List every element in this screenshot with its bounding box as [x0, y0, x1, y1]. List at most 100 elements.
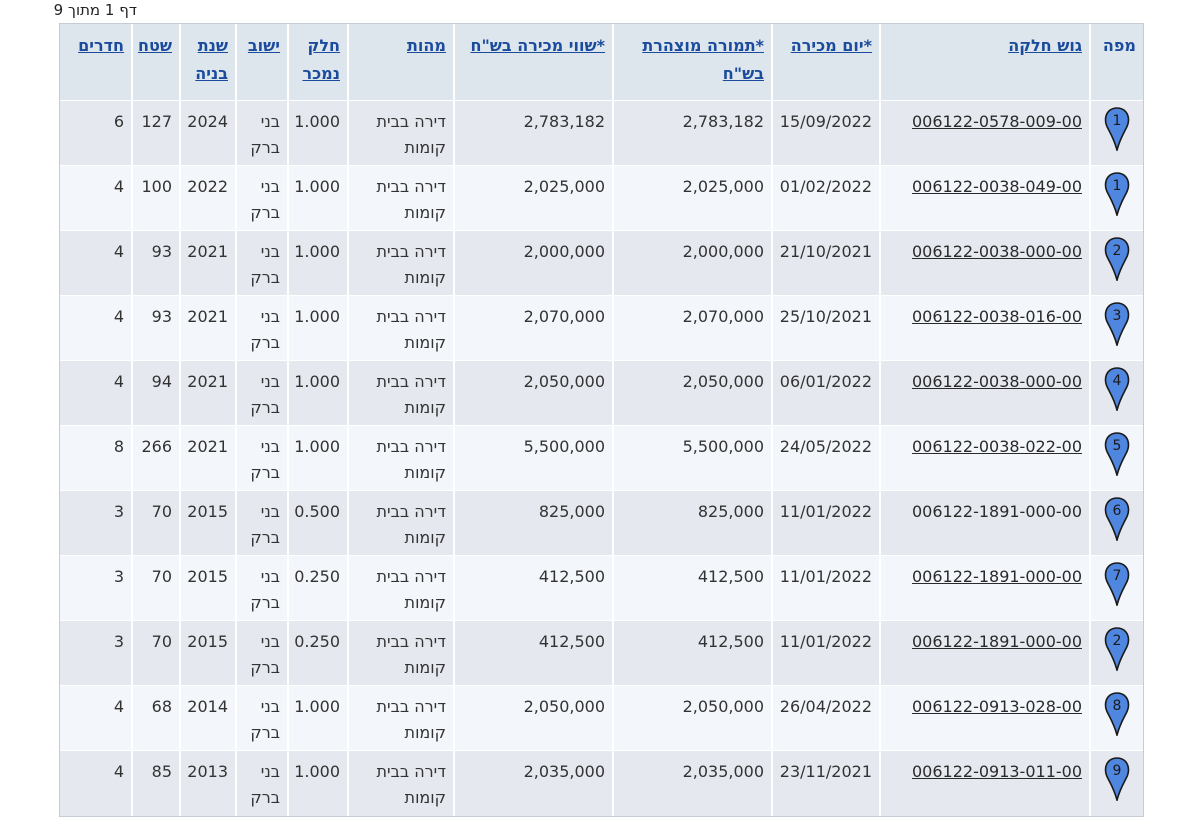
area-cell: 68	[131, 685, 180, 751]
gush-link[interactable]: 006122-0038-016-00	[911, 307, 1082, 326]
map-pin-cell: 8	[1089, 685, 1143, 751]
gush-link[interactable]: 006122-0913-028-00	[911, 697, 1082, 716]
year-built-cell: 2021	[179, 425, 236, 491]
header-type[interactable]: מהות	[347, 24, 454, 101]
sale-value-cell: 2,050,000	[453, 360, 613, 426]
sort-type-link[interactable]: מהות	[407, 36, 446, 55]
header-gush[interactable]: גוש חלקה	[879, 24, 1090, 101]
header-sale-value[interactable]: *שווי מכירה בש"ח	[453, 24, 613, 101]
sale-value-cell: 825,000	[453, 490, 613, 556]
header-sale-date[interactable]: *יום מכירה	[771, 24, 880, 101]
property-type-cell: דירה בבית קומות	[347, 620, 454, 686]
map-pin-icon[interactable]: 3	[1104, 302, 1130, 346]
sale-value-cell: 2,070,000	[453, 295, 613, 361]
map-pin-icon[interactable]: 9	[1104, 757, 1130, 801]
sale-date-cell: 11/01/2022	[771, 555, 880, 621]
header-rooms[interactable]: חדרים	[60, 24, 132, 101]
sort-part-sold-link[interactable]: חלק נמכר	[302, 36, 340, 83]
sort-year-built-link[interactable]: שנת בניה	[195, 36, 228, 83]
area-cell: 127	[131, 100, 180, 166]
map-pin-number: 2	[1113, 243, 1122, 259]
map-pin-icon[interactable]: 1	[1104, 107, 1130, 151]
map-pin-number: 1	[1113, 113, 1122, 129]
map-pin-icon[interactable]: 8	[1104, 692, 1130, 736]
map-pin-icon[interactable]: 2	[1104, 627, 1130, 671]
gush-cell: 006122-0038-022-00	[879, 425, 1090, 491]
header-part-sold[interactable]: חלק נמכר	[287, 24, 348, 101]
header-city[interactable]: ישוב	[235, 24, 288, 101]
gush-link[interactable]: 006122-0038-000-00	[911, 242, 1082, 261]
area-cell: 70	[131, 620, 180, 686]
sale-date-cell: 26/04/2022	[771, 685, 880, 751]
gush-link[interactable]: 006122-0038-022-00	[911, 437, 1082, 456]
area-cell: 70	[131, 555, 180, 621]
table-body: 1 006122-0578-009-00 15/09/2022 2,783,182 2,…	[60, 100, 1143, 816]
map-pin-cell: 2	[1089, 620, 1143, 686]
map-pin-icon[interactable]: 6	[1104, 497, 1130, 541]
part-sold-cell: 1.000	[287, 100, 348, 166]
sale-value-cell: 2,000,000	[453, 230, 613, 296]
rooms-cell: 3	[60, 490, 132, 556]
sale-date-cell: 11/01/2022	[771, 490, 880, 556]
gush-link[interactable]: 006122-0578-009-00	[911, 112, 1082, 131]
sort-city-link[interactable]: ישוב	[247, 36, 280, 55]
table-row: 1 006122-0038-049-00 01/02/2022 2,025,000 2,…	[60, 165, 1143, 231]
map-pin-icon[interactable]: 2	[1104, 237, 1130, 281]
property-type-cell: דירה בבית קומות	[347, 490, 454, 556]
year-built-cell: 2021	[179, 230, 236, 296]
gush-link[interactable]: 006122-1891-000-00	[911, 567, 1082, 586]
map-pin-icon[interactable]: 7	[1104, 562, 1130, 606]
gush-link[interactable]: 006122-0913-011-00	[911, 762, 1082, 781]
year-built-cell: 2015	[179, 620, 236, 686]
sale-value-cell: 2,035,000	[453, 750, 613, 816]
area-cell: 100	[131, 165, 180, 231]
sort-gush-link[interactable]: גוש חלקה	[1008, 36, 1082, 55]
property-type-cell: דירה בבית קומות	[347, 100, 454, 166]
property-type-cell: דירה בבית קומות	[347, 295, 454, 361]
map-pin-icon[interactable]: 5	[1104, 432, 1130, 476]
sort-sale-value-link[interactable]: *שווי מכירה בש"ח	[470, 36, 605, 55]
part-sold-cell: 0.250	[287, 555, 348, 621]
table-row: 5 006122-0038-022-00 24/05/2022 5,500,000 5,…	[60, 425, 1143, 491]
sort-area-link[interactable]: שטח	[138, 36, 172, 55]
header-declared[interactable]: *תמורה מוצהרת בש"ח	[612, 24, 772, 101]
gush-text: 006122-1891-000-00	[911, 502, 1082, 521]
property-type-cell: דירה בבית קומות	[347, 425, 454, 491]
city-cell: בני ברק	[235, 490, 288, 556]
city-cell: בני ברק	[235, 165, 288, 231]
declared-price-cell: 2,025,000	[612, 165, 772, 231]
map-pin-icon[interactable]: 4	[1104, 367, 1130, 411]
sales-table-container: מפה גוש חלקה *יום מכירה *תמורה מוצהרת בש…	[59, 23, 1144, 817]
gush-cell: 006122-0038-000-00	[879, 230, 1090, 296]
property-type-cell: דירה בבית קומות	[347, 165, 454, 231]
header-area[interactable]: שטח	[131, 24, 180, 101]
map-pin-number: 7	[1113, 568, 1122, 584]
gush-link[interactable]: 006122-1891-000-00	[911, 632, 1082, 651]
area-cell: 94	[131, 360, 180, 426]
map-pin-number: 3	[1113, 308, 1122, 324]
sort-declared-link[interactable]: *תמורה מוצהרת בש"ח	[642, 36, 764, 83]
map-pin-number: 1	[1113, 178, 1122, 194]
gush-link[interactable]: 006122-0038-049-00	[911, 177, 1082, 196]
sort-sale-date-link[interactable]: *יום מכירה	[790, 36, 872, 55]
header-map: מפה	[1089, 24, 1143, 101]
year-built-cell: 2013	[179, 750, 236, 816]
part-sold-cell: 1.000	[287, 425, 348, 491]
year-built-cell: 2021	[179, 295, 236, 361]
table-row: 2 006122-0038-000-00 21/10/2021 2,000,000 2,…	[60, 230, 1143, 296]
year-built-cell: 2014	[179, 685, 236, 751]
property-type-cell: דירה בבית קומות	[347, 750, 454, 816]
sale-date-cell: 23/11/2021	[771, 750, 880, 816]
sale-value-cell: 412,500	[453, 555, 613, 621]
map-pin-icon[interactable]: 1	[1104, 172, 1130, 216]
part-sold-cell: 0.500	[287, 490, 348, 556]
declared-price-cell: 412,500	[612, 555, 772, 621]
city-cell: בני ברק	[235, 425, 288, 491]
header-year-built[interactable]: שנת בניה	[179, 24, 236, 101]
gush-cell: 006122-1891-000-00	[879, 555, 1090, 621]
sort-rooms-link[interactable]: חדרים	[78, 36, 124, 55]
map-pin-number: 4	[1113, 373, 1122, 389]
gush-link[interactable]: 006122-0038-000-00	[911, 372, 1082, 391]
table-header-row: מפה גוש חלקה *יום מכירה *תמורה מוצהרת בש…	[60, 24, 1143, 101]
part-sold-cell: 1.000	[287, 230, 348, 296]
